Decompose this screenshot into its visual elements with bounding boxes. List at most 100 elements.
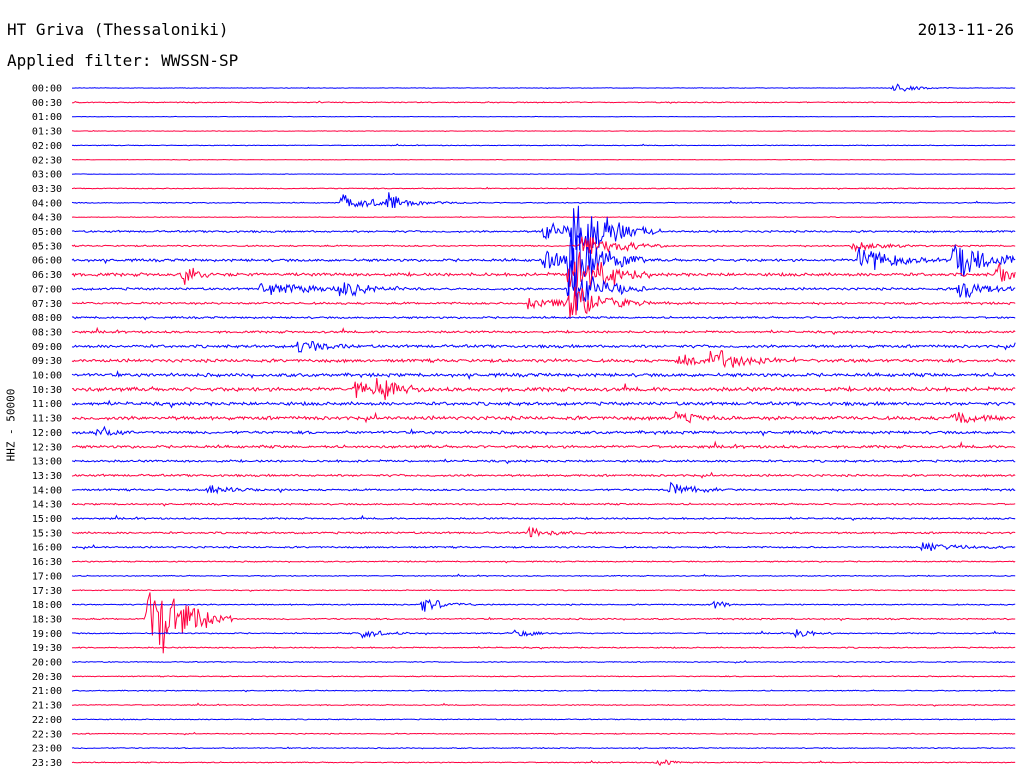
trace-1900 (71, 629, 1016, 639)
trace-0300 (71, 172, 1016, 176)
time-label-1830: 18:30 (32, 614, 62, 625)
date-label: 2013-11-26 (917, 20, 1014, 39)
time-label-1200: 12:00 (32, 428, 62, 439)
trace-2300 (71, 746, 1016, 750)
time-label-0330: 03:30 (32, 184, 62, 195)
trace-1430 (71, 502, 1016, 507)
trace-1730 (71, 588, 1016, 592)
time-label-2330: 23:30 (32, 758, 62, 769)
trace-1000 (71, 370, 1016, 381)
time-label-0400: 04:00 (32, 198, 62, 209)
trace-2000 (71, 660, 1016, 664)
trace-1930 (71, 646, 1016, 650)
trace-1030 (71, 378, 1016, 401)
trace-0800 (71, 315, 1016, 321)
trace-0130 (71, 130, 1016, 133)
trace-0500 (71, 205, 1016, 272)
time-label-0130: 01:30 (32, 127, 62, 138)
time-label-1430: 14:30 (32, 500, 62, 511)
trace-1500 (71, 514, 1016, 522)
time-label-1030: 10:30 (32, 385, 62, 396)
time-label-0000: 00:00 (32, 84, 62, 95)
time-label-0530: 05:30 (32, 241, 62, 252)
trace-2100 (71, 689, 1016, 693)
time-label-1500: 15:00 (32, 514, 62, 525)
trace-1800 (71, 598, 1016, 612)
station-title: HT Griva (Thessaloniki) (7, 20, 229, 39)
trace-1830 (72, 592, 1016, 654)
trace-2330 (71, 759, 1016, 767)
trace-1130 (71, 411, 1016, 424)
time-label-0100: 01:00 (32, 112, 62, 123)
trace-0000 (72, 83, 1016, 92)
trace-0630 (71, 251, 1016, 292)
time-label-0600: 06:00 (32, 256, 62, 267)
trace-0230 (72, 158, 1016, 161)
time-label-1630: 16:30 (32, 557, 62, 568)
filter-label: Applied filter: (7, 51, 152, 70)
trace-0430 (71, 216, 1016, 219)
trace-0900 (71, 340, 1016, 353)
trace-0700 (71, 260, 1016, 311)
time-label-0230: 02:30 (32, 155, 62, 166)
trace-1600 (71, 541, 1016, 552)
time-label-0730: 07:30 (32, 299, 62, 310)
time-label-2230: 22:30 (32, 729, 62, 740)
time-label-2000: 20:00 (32, 658, 62, 669)
filter-line: Applied filter: WWSSN-SP (7, 51, 238, 70)
time-label-0430: 04:30 (32, 213, 62, 224)
time-label-1600: 16:00 (32, 543, 62, 554)
trace-0530 (71, 236, 1016, 254)
trace-0100 (71, 115, 1016, 118)
trace-0830 (71, 326, 1016, 336)
trace-1300 (71, 458, 1016, 465)
time-label-2300: 23:00 (32, 744, 62, 755)
trace-1330 (71, 471, 1016, 479)
time-label-0830: 08:30 (32, 327, 62, 338)
time-label-1300: 13:00 (32, 457, 62, 468)
trace-1630 (71, 560, 1016, 564)
trace-1200 (71, 425, 1016, 437)
time-label-1130: 11:30 (32, 414, 62, 425)
time-label-1700: 17:00 (32, 571, 62, 582)
time-label-1530: 15:30 (32, 528, 62, 539)
seismic-traces (71, 83, 1016, 767)
trace-0400 (71, 192, 1016, 209)
time-label-1400: 14:00 (32, 485, 62, 496)
time-label-1730: 17:30 (32, 586, 62, 597)
trace-0030 (71, 100, 1016, 104)
time-label-1930: 19:30 (32, 643, 62, 654)
time-label-0500: 05:00 (32, 227, 62, 238)
time-label-1230: 12:30 (32, 442, 62, 453)
trace-0200 (71, 143, 1016, 147)
time-label-2200: 22:00 (32, 715, 62, 726)
time-label-1000: 10:00 (32, 371, 62, 382)
trace-0330 (71, 186, 1016, 191)
time-label-0930: 09:30 (32, 356, 62, 367)
time-tick-labels: 00:00 00:30 01:00 01:30 02:00 02:30 03:00 03:30… (32, 84, 62, 769)
trace-2130 (71, 702, 1016, 707)
trace-0930 (71, 349, 1016, 369)
trace-1400 (71, 481, 1016, 495)
trace-2030 (71, 674, 1016, 678)
time-label-0700: 07:00 (32, 284, 62, 295)
trace-1700 (71, 573, 1016, 578)
time-label-0900: 09:00 (32, 342, 62, 353)
trace-1530 (71, 525, 1016, 538)
trace-1100 (71, 399, 1016, 409)
time-label-1900: 19:00 (32, 629, 62, 640)
time-label-0630: 06:30 (32, 270, 62, 281)
time-label-1800: 18:00 (32, 600, 62, 611)
filter-name: WWSSN-SP (161, 51, 239, 70)
time-label-0200: 02:00 (32, 141, 62, 152)
time-label-2130: 21:30 (32, 701, 62, 712)
time-label-1330: 13:30 (32, 471, 62, 482)
time-label-0030: 00:30 (32, 98, 62, 109)
time-label-0800: 08:00 (32, 313, 62, 324)
trace-2200 (71, 718, 1016, 721)
trace-2230 (71, 731, 1016, 736)
time-label-2030: 20:30 (32, 672, 62, 683)
time-label-0300: 03:00 (32, 170, 62, 181)
time-label-1100: 11:00 (32, 399, 62, 410)
